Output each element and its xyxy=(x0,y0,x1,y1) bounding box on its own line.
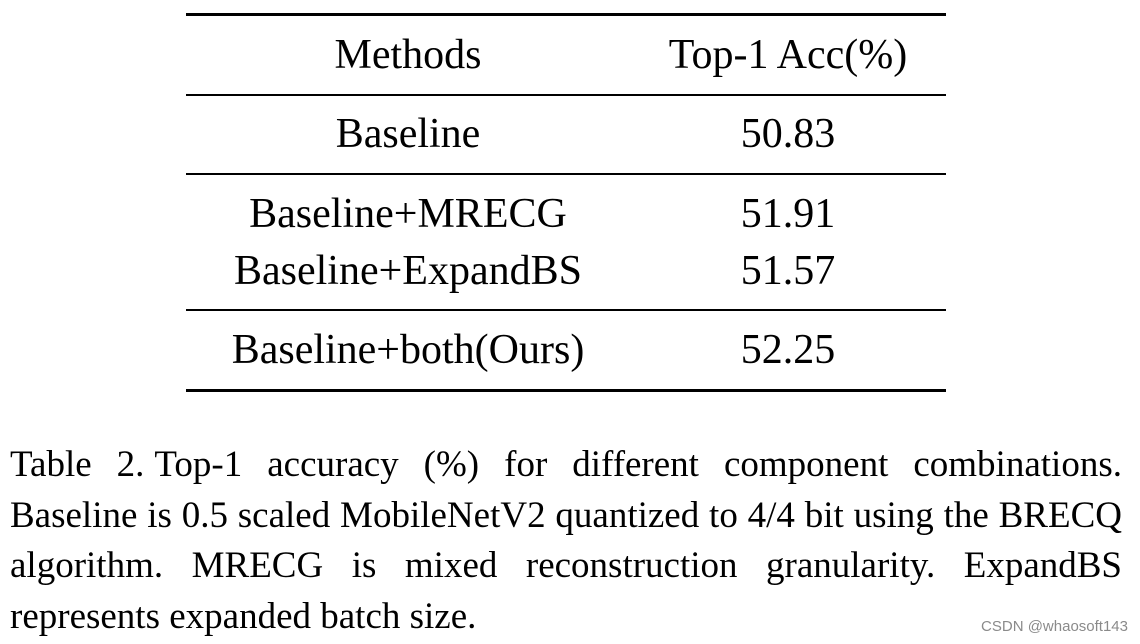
group-rule-1 xyxy=(186,173,946,175)
header-rule xyxy=(186,94,946,96)
table-caption: Table 2. Top-1 accuracy (%) for different… xyxy=(10,440,1122,642)
header-top1-acc: Top-1 Acc(%) xyxy=(668,32,908,78)
row-acc-expandbs: 51.57 xyxy=(740,248,836,294)
table-bottom-rule xyxy=(186,389,946,392)
row-method-mrecg: Baseline+MRECG xyxy=(249,191,567,237)
row-acc-baseline: 50.83 xyxy=(740,111,836,157)
row-method-both: Baseline+both(Ours) xyxy=(231,327,585,373)
table-top-rule xyxy=(186,13,946,16)
row-method-baseline: Baseline xyxy=(335,111,481,157)
group-rule-2 xyxy=(186,309,946,311)
caption-label: Table 2. xyxy=(10,444,145,485)
caption-text: Top-1 accuracy (%) for different compone… xyxy=(10,444,1122,637)
header-methods: Methods xyxy=(334,32,482,78)
row-acc-both: 52.25 xyxy=(740,327,836,373)
row-acc-mrecg: 51.91 xyxy=(740,191,836,237)
row-method-expandbs: Baseline+ExpandBS xyxy=(234,248,582,294)
watermark: CSDN @whaosoft143 xyxy=(981,618,1128,635)
